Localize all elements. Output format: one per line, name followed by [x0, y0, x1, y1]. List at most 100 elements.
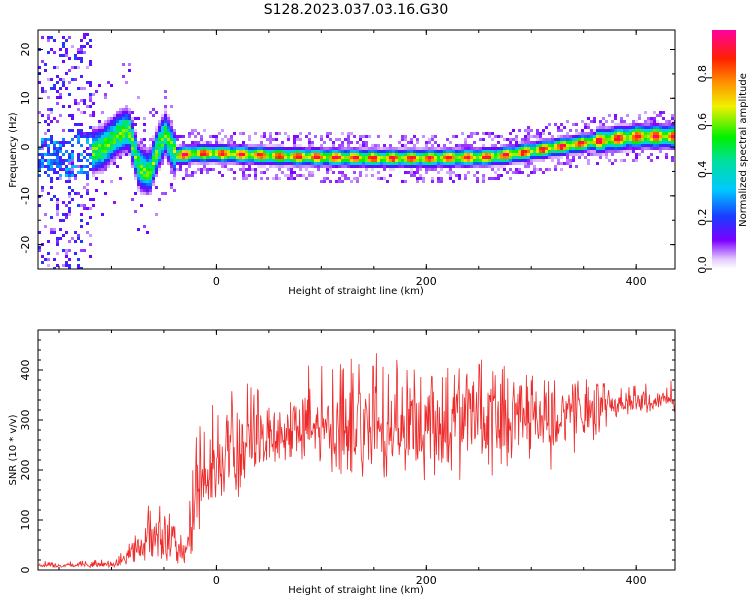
spectrogram-cell	[296, 138, 299, 141]
spectrogram-cell	[125, 114, 128, 117]
spectrogram-cell	[95, 165, 98, 168]
spectrogram-cell	[158, 132, 161, 135]
spectrogram-cell	[608, 144, 611, 147]
spectrogram-cell	[389, 174, 392, 177]
spectrogram-cell	[557, 159, 560, 162]
spectrogram-cell	[68, 210, 71, 213]
spectrogram-cell	[164, 141, 167, 144]
spectrogram-cell	[308, 150, 311, 153]
spectrogram-cell	[590, 141, 593, 144]
spectrogram-cell	[134, 174, 137, 177]
spectrogram-cell	[206, 159, 209, 162]
spectrogram-cell	[47, 96, 50, 99]
spectrogram-cell	[200, 156, 203, 159]
spectrogram-cell	[179, 144, 182, 147]
spectrogram-cell	[626, 150, 629, 153]
spectrogram-cell	[44, 120, 47, 123]
spectrogram-cell	[182, 156, 185, 159]
spectrogram-cell	[125, 153, 128, 156]
spectrogram-cell	[356, 177, 359, 180]
spectrogram-cell	[353, 156, 356, 159]
spectrogram-cell	[218, 147, 221, 150]
spectrogram-cell	[590, 153, 593, 156]
spectrogram-cell	[575, 153, 578, 156]
spectrogram-cell	[659, 129, 662, 132]
spectrogram-cell	[155, 186, 158, 189]
snr-xlabel: Height of straight line (km)	[288, 585, 424, 596]
spectrogram-cell	[500, 135, 503, 138]
spectrogram-cell	[587, 138, 590, 141]
spectrogram-cell	[71, 159, 74, 162]
spectrogram-cell	[176, 168, 179, 171]
spectrogram-cell	[191, 153, 194, 156]
spectrogram-cell	[671, 114, 674, 117]
spectrogram-cell	[134, 177, 137, 180]
spectrogram-cell	[389, 168, 392, 171]
spectrogram-cell	[41, 261, 44, 264]
spectrogram-cell	[461, 147, 464, 150]
spectrogram-cell	[179, 135, 182, 138]
spectrogram-cell	[65, 261, 68, 264]
spectrogram-cell	[539, 144, 542, 147]
spectrogram-cell	[347, 138, 350, 141]
spectrogram-cell	[248, 153, 251, 156]
spectrogram-cell	[101, 213, 104, 216]
spectrogram-cell	[560, 156, 563, 159]
spectrogram-cell	[623, 150, 626, 153]
spectrogram-cell	[68, 114, 71, 117]
spectrogram-cell	[317, 162, 320, 165]
spectrogram-cell	[566, 138, 569, 141]
spectrogram-cell	[443, 162, 446, 165]
spectrogram-cell	[68, 213, 71, 216]
spectrogram-cell	[50, 162, 53, 165]
spectrogram-cell	[68, 240, 71, 243]
spectrogram-cell	[284, 150, 287, 153]
spectrogram-cell	[278, 159, 281, 162]
spectrogram-cell	[107, 147, 110, 150]
spectrogram-cell	[638, 123, 641, 126]
spectrogram-cell	[92, 144, 95, 147]
spectrogram-cell	[161, 192, 164, 195]
spectrogram-cell	[197, 144, 200, 147]
spectrogram-cell	[356, 156, 359, 159]
spectrogram-cell	[131, 141, 134, 144]
spectrogram-cell	[233, 159, 236, 162]
spectrogram-cell	[164, 108, 167, 111]
spectrogram-cell	[206, 153, 209, 156]
spectrogram-cell	[383, 147, 386, 150]
spectrogram-cell	[41, 156, 44, 159]
spectrogram-cell	[614, 132, 617, 135]
spectrogram-cell	[149, 183, 152, 186]
spectrogram-cell	[584, 156, 587, 159]
spectrogram-cell	[125, 126, 128, 129]
spectrogram-cell	[377, 153, 380, 156]
spectrogram-cell	[437, 150, 440, 153]
spectrogram-cell	[341, 150, 344, 153]
spectrogram-cell	[584, 147, 587, 150]
spectrogram-cell	[659, 132, 662, 135]
spectrogram-cell	[302, 150, 305, 153]
spectrogram-cell	[167, 117, 170, 120]
spectrogram-cell	[98, 147, 101, 150]
spectrogram-cell	[434, 141, 437, 144]
spectrogram-cell	[65, 48, 68, 51]
spectrogram-cell	[110, 120, 113, 123]
spectrogram-cell	[107, 141, 110, 144]
spectrogram-cell	[140, 192, 143, 195]
spectrogram-cell	[461, 144, 464, 147]
spectrogram-cell	[638, 117, 641, 120]
spectrogram-cell	[176, 150, 179, 153]
spectrogram-cell	[548, 141, 551, 144]
spectrogram-cell	[665, 153, 668, 156]
spectrogram-cell	[245, 153, 248, 156]
spectrogram-cell	[185, 159, 188, 162]
spectrogram-cell	[164, 132, 167, 135]
spectrogram-cell	[668, 135, 671, 138]
spectrogram-cell	[74, 192, 77, 195]
spectrogram-cell	[149, 165, 152, 168]
spectrogram-cell	[470, 156, 473, 159]
spectrogram-cell	[662, 129, 665, 132]
spectrogram-cell	[251, 150, 254, 153]
spectrogram-cell	[578, 132, 581, 135]
spectrogram-cell	[671, 123, 674, 126]
